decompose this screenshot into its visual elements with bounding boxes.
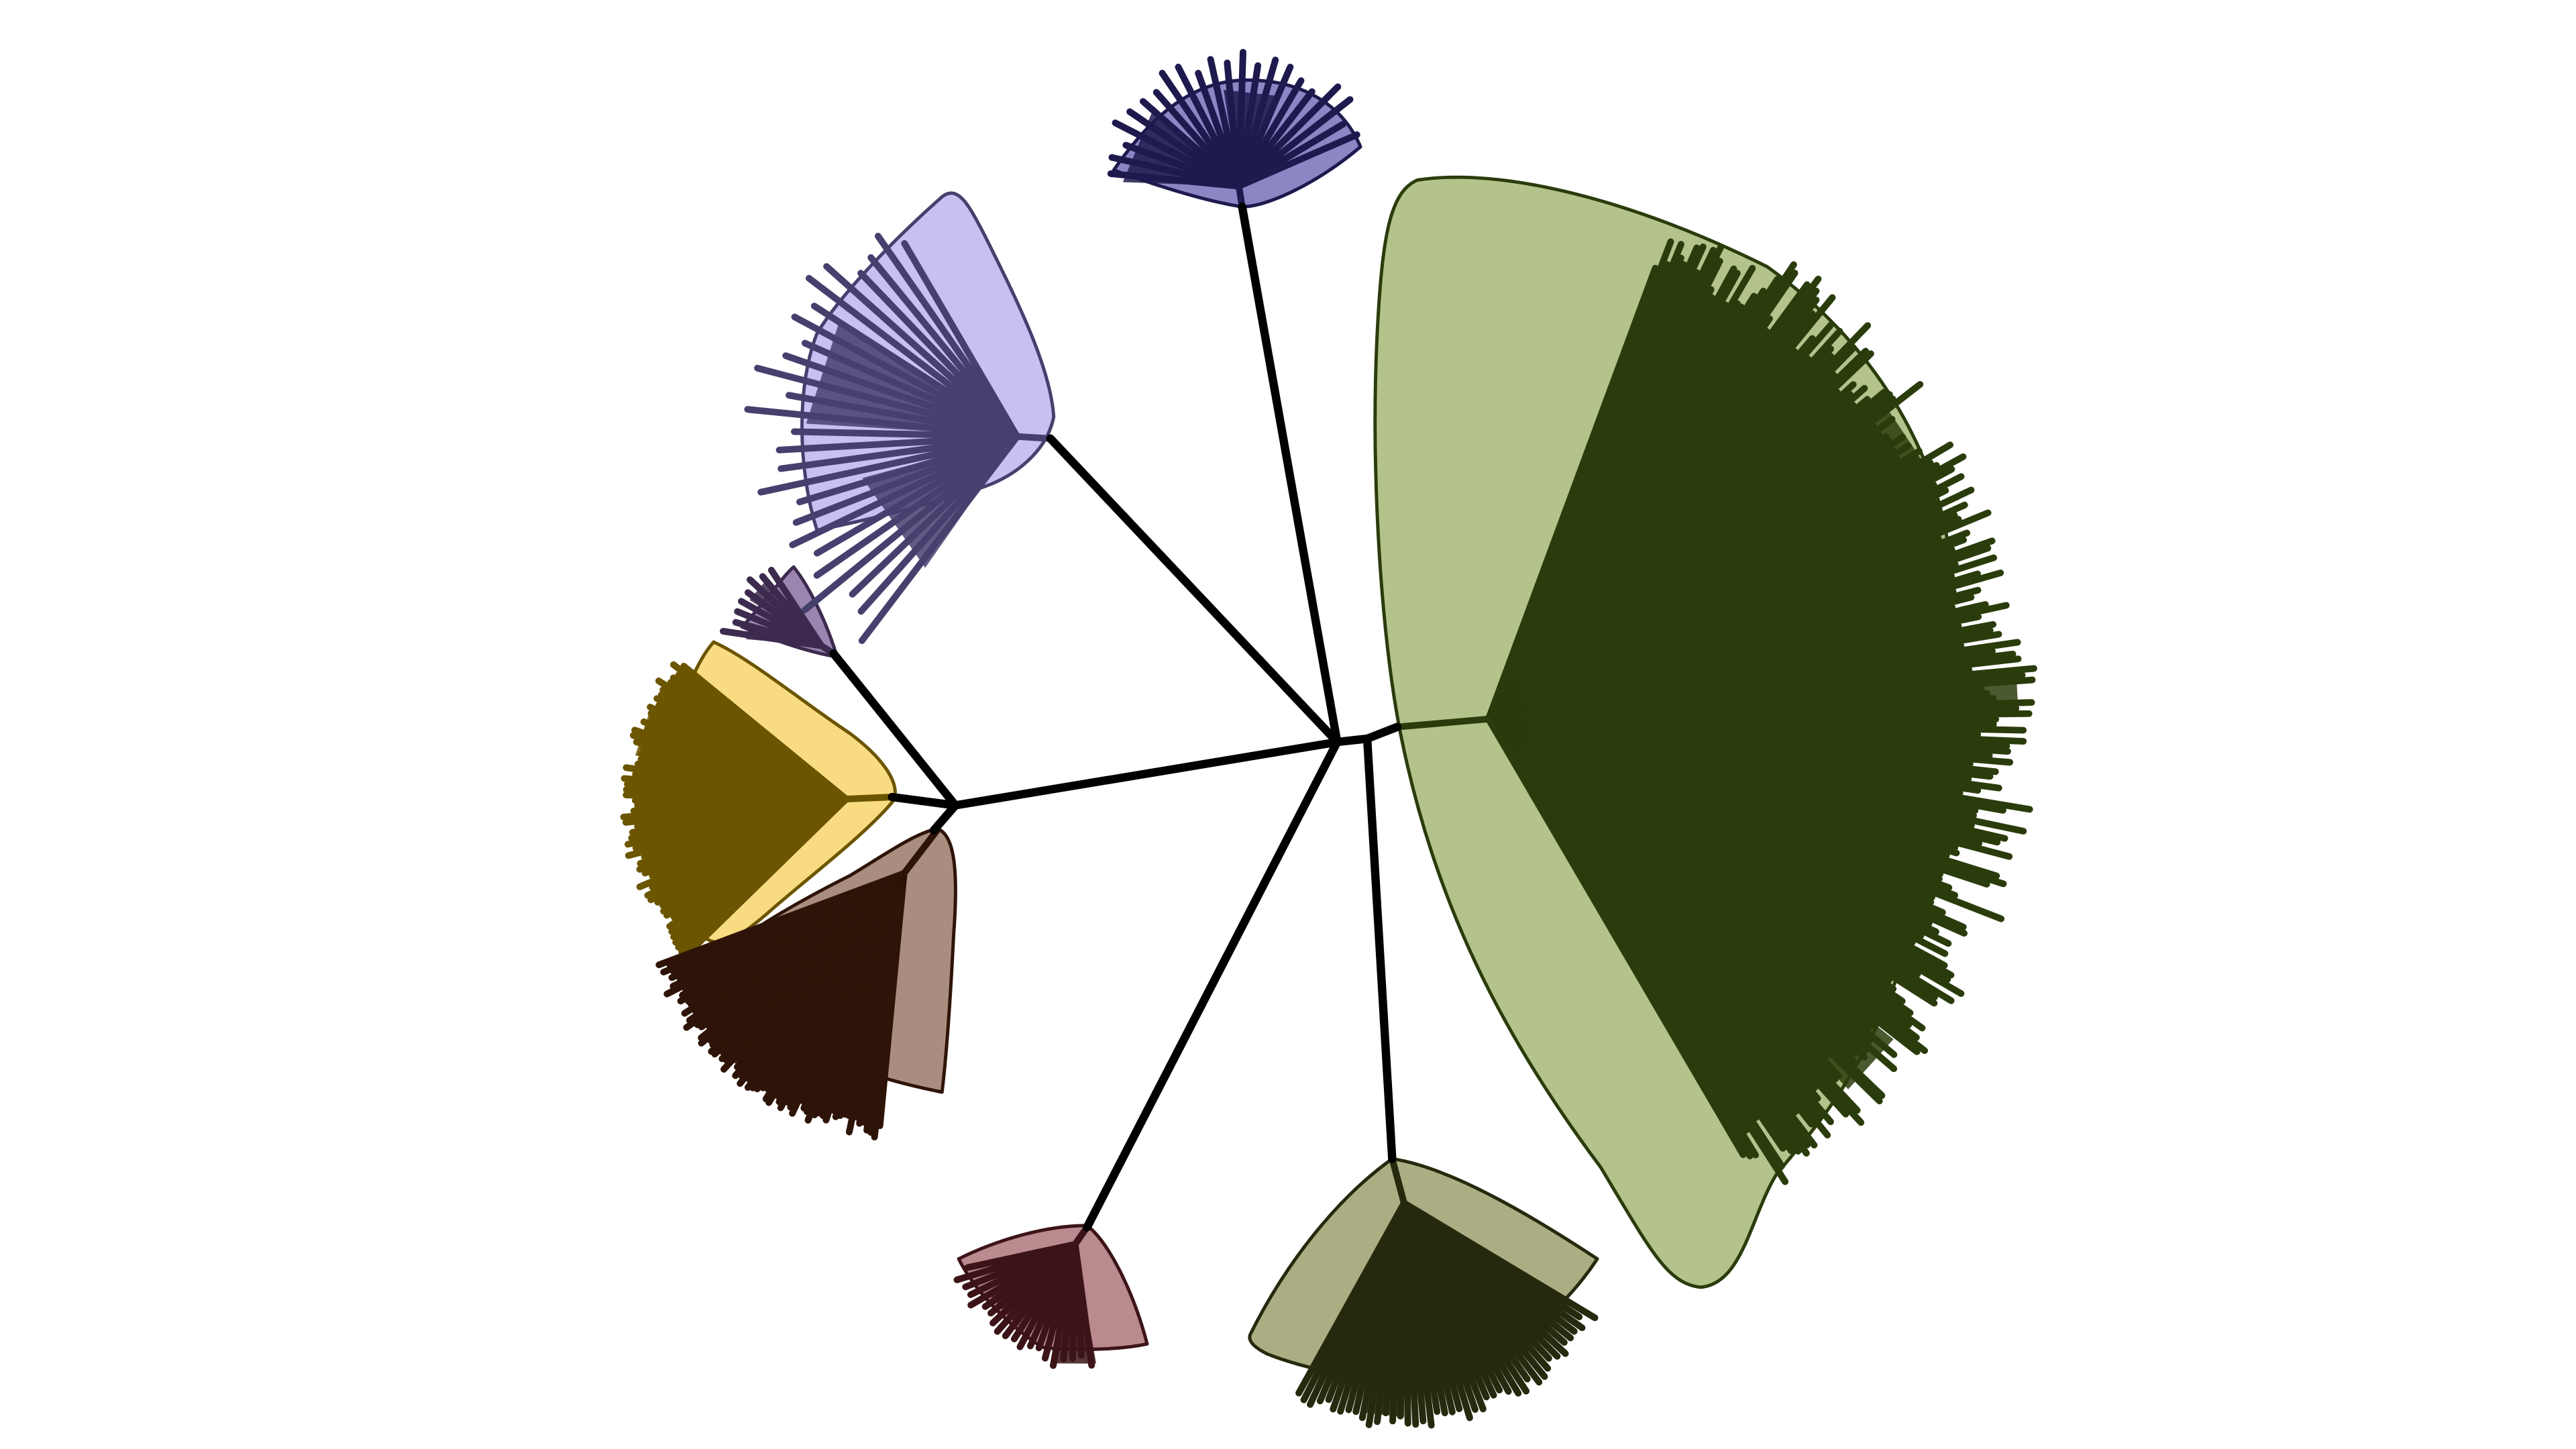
branch-root-to-blue-top	[1238, 203, 1342, 747]
branch-inner-to-olive	[1362, 734, 1397, 1163]
branch-root-to-left-group	[951, 737, 1342, 810]
clade-yellow-stem	[843, 794, 896, 803]
branch-left-to-purple-small	[829, 649, 960, 810]
clade-lavender-leaf-branch	[801, 433, 1021, 614]
clade-blue-top-leaf-branch	[1235, 131, 1360, 190]
clade-olive-stem	[1389, 1155, 1408, 1207]
branch-left-to-brown	[929, 801, 960, 835]
branch-left-to-yellow	[888, 792, 960, 810]
clade-brown-stem	[900, 826, 941, 877]
clade-brown-leaf-branch	[655, 869, 908, 969]
clade-purple-small-leaf-branch	[767, 566, 825, 649]
branch-inner-to-green	[1362, 722, 1402, 743]
clade-lavender-leaf-branch	[901, 239, 1021, 440]
clade-lavender-leaf-branch	[757, 433, 1021, 496]
clade-lavender-leaf-branch	[744, 406, 1021, 440]
branch-root-to-lavender	[1046, 434, 1342, 747]
clade-olive-leaf-branch	[1295, 1199, 1408, 1397]
clade-lavender-leaf-branch	[823, 263, 1021, 440]
clade-yellow-leaf-branch	[680, 663, 850, 803]
clade-internal-branches	[620, 48, 2037, 1429]
backbone-branches	[829, 203, 1402, 1232]
clade-green-large-leaf-branch	[1485, 715, 1747, 1159]
clade-lavender-stem	[1014, 433, 1054, 442]
clade-lavender-leaf-branch	[858, 433, 1021, 645]
clade-rose-leaf-branch	[964, 1240, 1079, 1271]
branch-root-to-rose	[1083, 737, 1342, 1232]
clade-lavender-leaf-branch	[806, 274, 1021, 440]
clade-lavender-leaf-branch	[754, 364, 1021, 440]
branch-root-to-inner	[1333, 734, 1372, 747]
clade-green-large-stem	[1393, 715, 1492, 731]
